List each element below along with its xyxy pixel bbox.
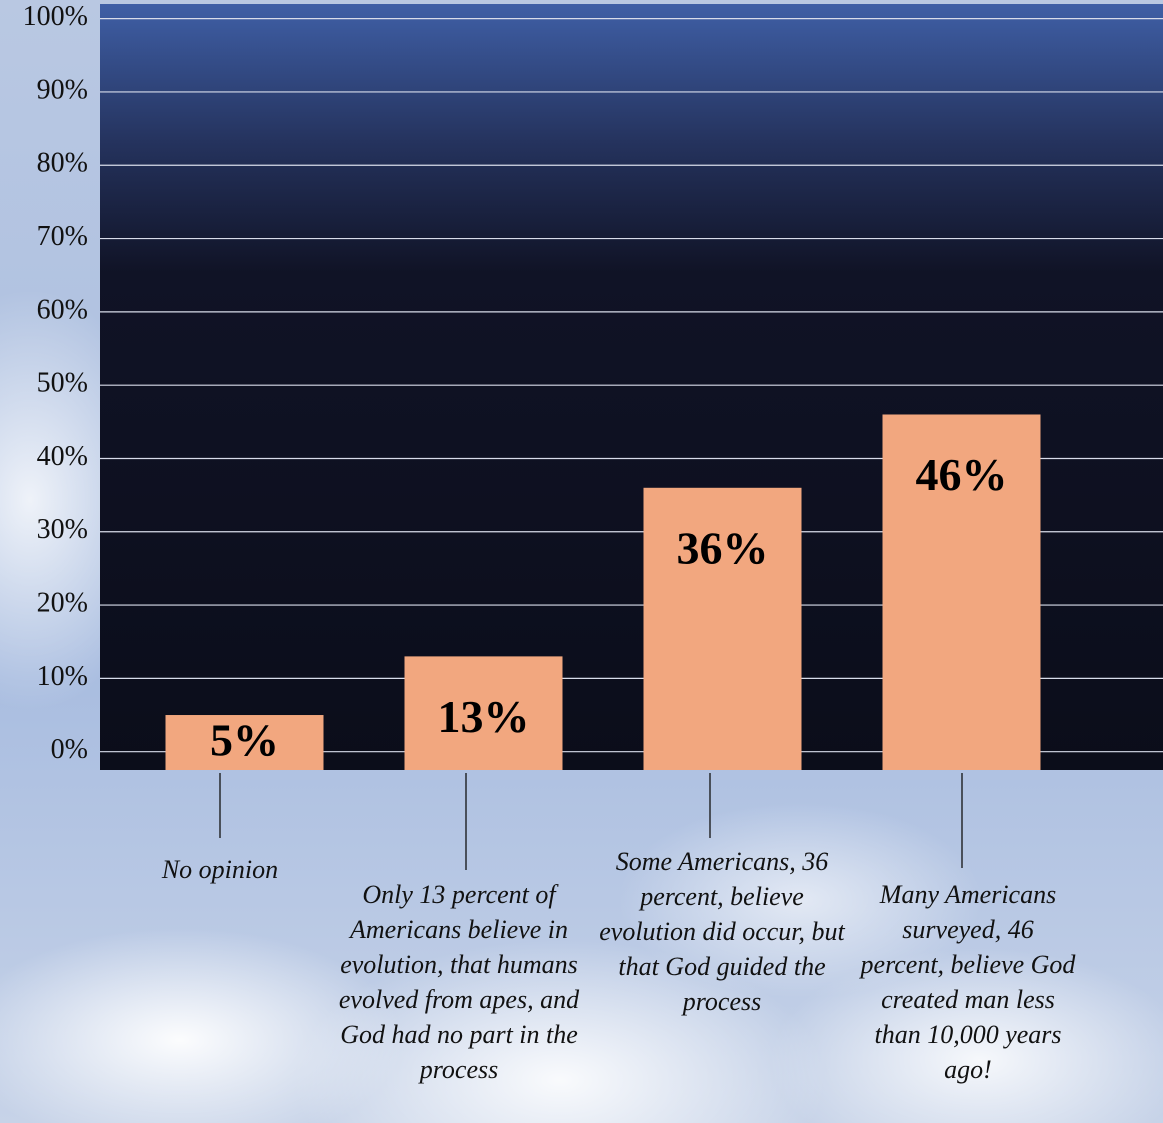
value-label: 5% [210, 715, 279, 766]
y-tick-label: 0% [51, 734, 88, 765]
y-tick-label: 10% [37, 661, 88, 692]
bar [643, 487, 802, 770]
x-tick-label: Some Americans, 36 percent, believe evol… [599, 847, 845, 1016]
x-tick-label: No opinion [161, 855, 279, 884]
y-tick-label: 40% [37, 441, 88, 472]
y-tick-label: 60% [37, 294, 88, 325]
y-tick-label: 70% [37, 221, 88, 252]
x-tick-label: Only 13 percent of Americans believe in … [338, 880, 580, 1084]
y-tick-label: 100% [23, 1, 88, 32]
bar [165, 715, 324, 770]
y-tick-label: 90% [37, 74, 88, 105]
bar [882, 414, 1041, 770]
y-tick-label: 80% [37, 148, 88, 179]
y-tick-label: 20% [37, 587, 88, 618]
value-label: 46% [916, 449, 1008, 500]
y-tick-label: 30% [37, 514, 88, 545]
y-tick-label: 50% [37, 368, 88, 399]
value-label: 13% [438, 691, 530, 742]
value-label: 36% [677, 522, 769, 573]
bar [404, 656, 563, 770]
x-tick-label: Many Americans surveyed, 46 percent, bel… [860, 880, 1076, 1084]
